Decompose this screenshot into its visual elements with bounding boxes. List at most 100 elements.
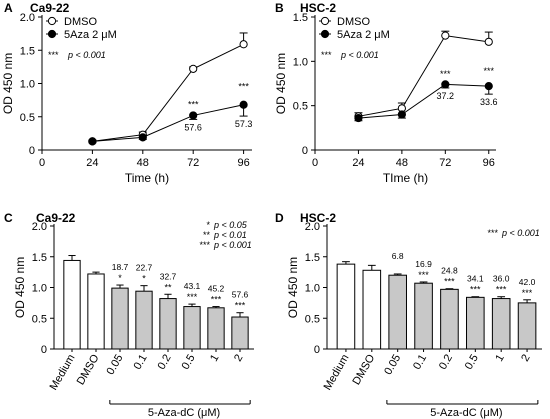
data-point-5aza (88, 137, 97, 146)
x-axis-label: Time (h) (125, 171, 169, 185)
y-axis-label: OD 450 nm (13, 257, 27, 318)
annotation-stars: *** (188, 99, 199, 109)
legend-label: 5Aza 2 μM (337, 29, 390, 41)
x-tick-label: 0 (39, 157, 45, 169)
x-tick-label: 1 (493, 353, 506, 364)
legend-label: DMSO (337, 16, 370, 28)
legend-marker (47, 29, 57, 39)
x-tick-label: 0.05 (382, 353, 403, 378)
x-tick-label: 24 (352, 157, 364, 169)
annotation-value: 37.2 (437, 91, 455, 101)
annotation-value: 33.6 (480, 97, 498, 107)
series-line-5aza (92, 104, 244, 142)
bar-0-2 (159, 298, 177, 350)
y-tick-label: 0 (302, 145, 308, 157)
bar-value-label: 18.7 (112, 262, 129, 272)
bar-medium (63, 259, 81, 350)
y-axis-label: OD 450 nm (286, 257, 300, 318)
data-point-dmso (239, 40, 248, 49)
x-tick-label: 96 (483, 157, 495, 169)
annotation-value: 57.3 (235, 119, 253, 129)
legend-p-value: p < 0.001 (501, 228, 540, 238)
x-tick-label: 0.1 (411, 353, 429, 372)
legend-stars: *** (199, 240, 210, 250)
bar-value-label: 34.1 (467, 274, 484, 284)
x-tick-label: 96 (237, 157, 249, 169)
data-point-5aza (189, 111, 198, 120)
y-tick-label: 1.5 (32, 252, 47, 264)
y-tick-label: 2.0 (20, 12, 35, 24)
y-tick-label: 1.0 (305, 283, 320, 295)
bar-dmso (362, 269, 382, 350)
bar-stars: *** (235, 301, 246, 311)
x-tick-label: 0 (312, 157, 318, 169)
y-tick-label: 0 (29, 145, 35, 157)
x-tick-label: 0.5 (180, 353, 198, 372)
x-tick-label: Medium (48, 353, 78, 393)
x-tick-label: 2 (232, 353, 245, 364)
legend-label: DMSO (64, 16, 97, 28)
bar-stars: *** (470, 285, 481, 295)
bar-0-05 (388, 274, 407, 350)
legend-stars: * (206, 220, 210, 230)
group-label: 5-Aza-dC (μM) (430, 407, 502, 419)
bar-1 (207, 307, 225, 350)
data-point-5aza (239, 100, 248, 109)
x-tick-label: DMSO (75, 352, 102, 387)
y-tick-label: 0 (41, 344, 47, 356)
bar-stars: *** (444, 277, 455, 287)
annotation-value: 57.6 (184, 122, 202, 132)
x-tick-label: 0.05 (104, 353, 125, 378)
bar-value-label: 43.1 (184, 281, 201, 291)
legend-marker (47, 16, 57, 26)
bar-0-05 (111, 287, 129, 350)
legend-p-value: p < 0.05 (213, 220, 248, 230)
y-tick-label: 1.5 (305, 252, 320, 264)
bar-dmso (87, 273, 105, 350)
bar-0-1 (135, 290, 153, 350)
legend-p-value: p < 0.01 (213, 230, 247, 240)
data-point-5aza (138, 133, 147, 142)
data-point-dmso (189, 64, 198, 73)
bar-stars: * (118, 273, 122, 283)
data-point-5aza (397, 110, 406, 119)
bar-stars: *** (211, 295, 222, 305)
x-tick-label: DMSO (351, 352, 378, 387)
legend-stars: *** (487, 228, 498, 238)
x-axis-label: TIme (h) (383, 171, 428, 185)
bar-2 (231, 316, 249, 350)
data-point-5aza (354, 113, 363, 123)
data-point-5aza (484, 82, 493, 91)
y-tick-label: 1.0 (32, 283, 47, 295)
y-tick-label: 0.5 (305, 313, 320, 325)
series-line-5aza (358, 83, 489, 119)
bar-medium (336, 263, 356, 350)
bar-stars: * (142, 274, 146, 284)
y-tick-label: 2.0 (305, 221, 320, 233)
bar-value-label: 6.8 (392, 251, 404, 261)
y-tick-label: 1.5 (20, 45, 35, 57)
panel-letter: C (4, 211, 13, 225)
y-tick-label: 1.0 (293, 56, 308, 68)
x-tick-label: 0.5 (463, 353, 481, 372)
bar-0-5 (466, 296, 485, 350)
x-tick-label: 72 (187, 157, 199, 169)
bar-2 (517, 302, 537, 350)
y-tick-label: 0.5 (20, 112, 35, 124)
panel-title: Ca9-22 (36, 211, 76, 225)
y-tick-label: 2.0 (32, 221, 47, 233)
y-tick-label: 0.5 (293, 101, 308, 113)
data-point-dmso (484, 37, 493, 46)
bar-value-label: 57.6 (232, 290, 249, 300)
significance-stars: *** (48, 50, 59, 60)
annotation-stars: *** (440, 69, 451, 79)
bar-value-label: 42.0 (519, 277, 536, 287)
panel-title: HSC-2 (300, 211, 336, 225)
annotation-stars: *** (238, 81, 249, 91)
y-tick-label: 1.5 (293, 12, 308, 24)
bar-stars: *** (496, 285, 507, 295)
bar-stars: *** (418, 270, 429, 280)
bar-0-1 (414, 282, 433, 350)
x-tick-label: 1 (208, 353, 221, 364)
